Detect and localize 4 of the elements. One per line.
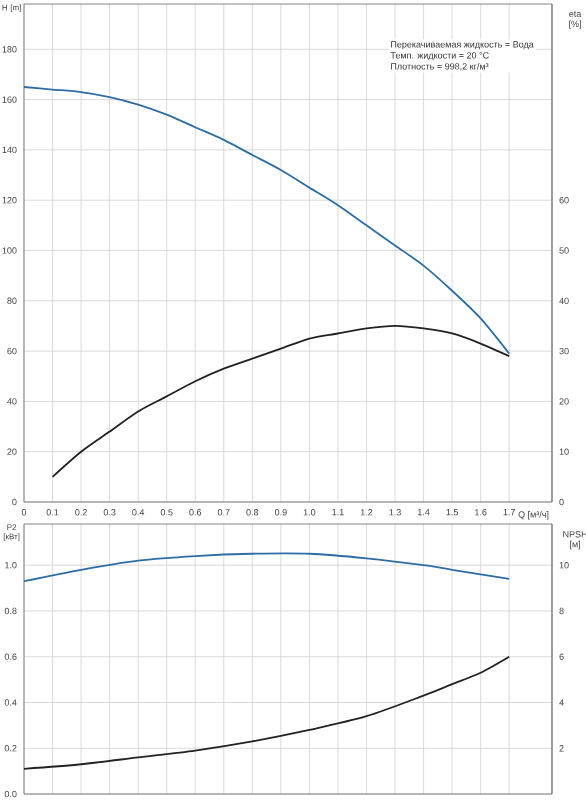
line-series: [24, 552, 511, 583]
line-series: [51, 325, 511, 478]
line-series: [24, 86, 511, 355]
line-series: [24, 655, 511, 770]
